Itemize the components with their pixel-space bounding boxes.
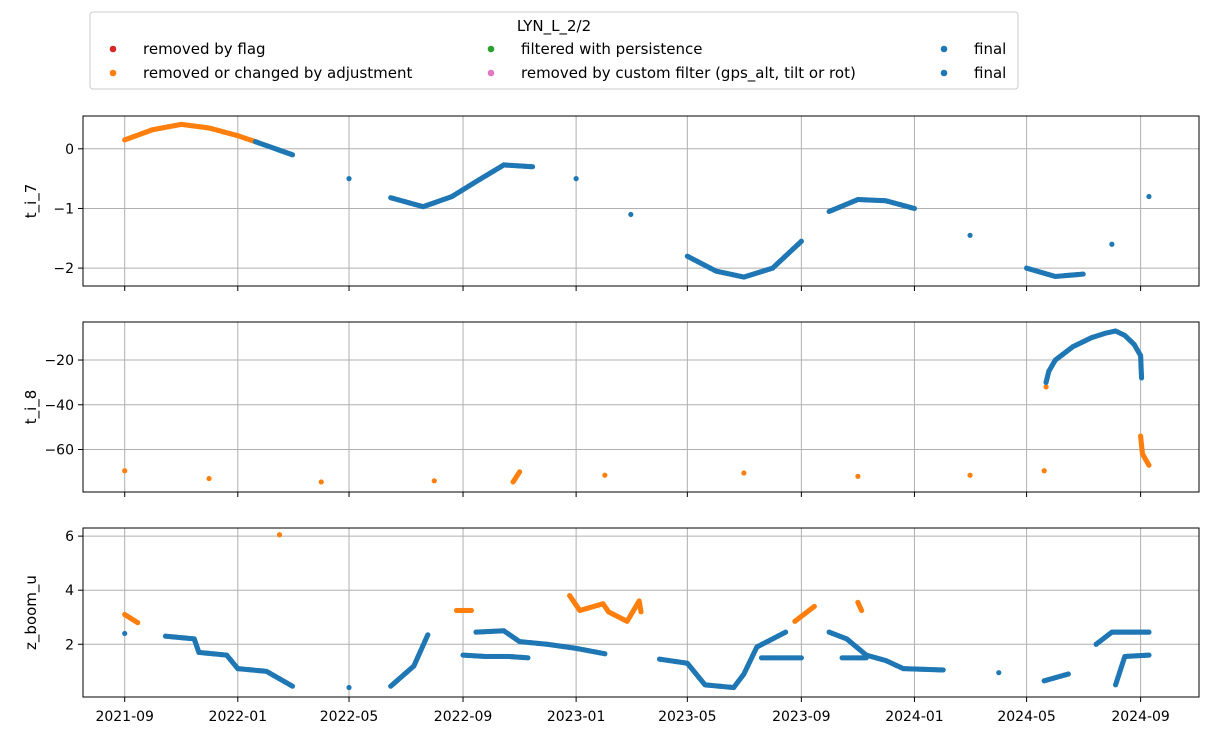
legend-marker <box>109 45 117 53</box>
data-point <box>516 469 523 475</box>
data-point <box>741 470 747 476</box>
y-tick-label: −60 <box>44 443 74 459</box>
data-points <box>122 121 1152 280</box>
data-point <box>940 667 946 673</box>
data-point <box>1146 193 1152 200</box>
legend-marker <box>487 45 495 53</box>
data-point <box>798 238 804 244</box>
data-point <box>122 630 128 637</box>
data-point <box>276 532 283 538</box>
data-point <box>859 607 865 614</box>
data-point <box>346 176 352 182</box>
legend: LYN_L_2/2 removed by flag removed or chan… <box>89 11 1019 90</box>
legend-entries: removed by flag removed or changed by adj… <box>109 40 1006 83</box>
legend-label: filtered with persistence <box>521 40 702 58</box>
y-axis-label: z_boom_u <box>22 575 41 650</box>
data-point <box>206 475 212 482</box>
data-point <box>967 232 973 238</box>
data-point <box>811 603 817 610</box>
y-tick-label: −20 <box>44 353 74 369</box>
data-point <box>1138 375 1145 381</box>
x-tick-label: 2024-05 <box>997 709 1056 725</box>
x-tick-label: 2024-09 <box>1111 709 1170 725</box>
legend-frame <box>89 11 1019 90</box>
x-tick-label: 2023-01 <box>547 709 606 725</box>
axes-frame <box>82 115 1200 287</box>
data-point <box>346 684 352 691</box>
y-axis-label: t_i_7 <box>22 184 41 219</box>
data-point <box>798 655 804 661</box>
panel-t_i_8: −20 −40 −60 t_i_8 <box>22 321 1200 497</box>
legend-label: removed or changed by adjustment <box>143 64 412 82</box>
data-point <box>289 683 296 689</box>
data-point <box>1043 384 1049 390</box>
data-point <box>425 632 431 638</box>
data-point <box>602 651 608 657</box>
legend-marker <box>109 69 117 77</box>
legend-label: final <box>974 40 1006 58</box>
data-point <box>529 164 536 170</box>
y-tick-label: 0 <box>65 142 74 158</box>
y-tick-label: −40 <box>44 398 74 414</box>
axes-frame <box>82 321 1200 493</box>
data-point <box>602 472 608 478</box>
data-point <box>1146 652 1152 658</box>
x-tick-label: 2022-05 <box>320 709 379 725</box>
data-point <box>863 655 869 661</box>
data-point <box>318 479 324 485</box>
data-point <box>855 473 861 479</box>
panel-t_i_7: 0 −1 −2 t_i_7 <box>22 115 1200 291</box>
data-point <box>1146 629 1152 635</box>
data-point <box>289 152 296 158</box>
x-tick-label: 2024-01 <box>885 709 944 725</box>
legend-title: LYN_L_2/2 <box>517 17 591 36</box>
legend-label: removed by flag <box>143 40 266 58</box>
y-tick-label: 4 <box>65 583 74 599</box>
y-tick-label: 2 <box>65 637 74 653</box>
data-point <box>1109 241 1115 247</box>
data-point <box>1041 468 1047 474</box>
y-tick-label: −1 <box>53 201 74 217</box>
data-points <box>122 532 1152 691</box>
data-point <box>122 468 128 474</box>
x-tick-label: 2023-05 <box>658 709 717 725</box>
data-points <box>122 328 1152 485</box>
data-point <box>1065 671 1071 677</box>
legend-label: final <box>974 64 1006 82</box>
data-point <box>782 629 789 635</box>
legend-marker <box>940 69 948 77</box>
x-tick-label: 2023-09 <box>772 709 831 725</box>
data-point <box>431 478 437 484</box>
x-tick-label: 2022-09 <box>434 709 493 725</box>
data-point <box>135 620 141 626</box>
data-point <box>1080 271 1086 277</box>
axes-frame <box>82 527 1200 698</box>
y-axis-label: t_i_8 <box>22 390 41 425</box>
x-tick-label: 2021-09 <box>95 709 154 725</box>
data-point <box>967 472 973 478</box>
data-point <box>1146 462 1152 468</box>
legend-marker <box>487 69 495 77</box>
data-point <box>996 670 1002 676</box>
legend-marker <box>940 45 948 53</box>
data-point <box>628 211 634 218</box>
data-point <box>638 609 644 615</box>
x-tick-label: 2022-01 <box>209 709 268 725</box>
data-point <box>911 205 918 212</box>
y-tick-label: 6 <box>65 529 74 545</box>
data-point <box>573 176 579 182</box>
data-point <box>468 607 474 614</box>
y-tick-label: −2 <box>53 261 74 277</box>
legend-label: removed by custom filter (gps_alt, tilt … <box>521 64 856 83</box>
data-point <box>525 655 531 661</box>
chart-panels: 0 −1 −2 t_i_7 −20 −40 −60 t_i_8 2 4 6 2021-09 2022-0… <box>22 115 1200 725</box>
panel-z_boom_u: 2 4 6 2021-09 2022-01 2022-05 2022-09 2023-01 20… <box>22 527 1200 725</box>
